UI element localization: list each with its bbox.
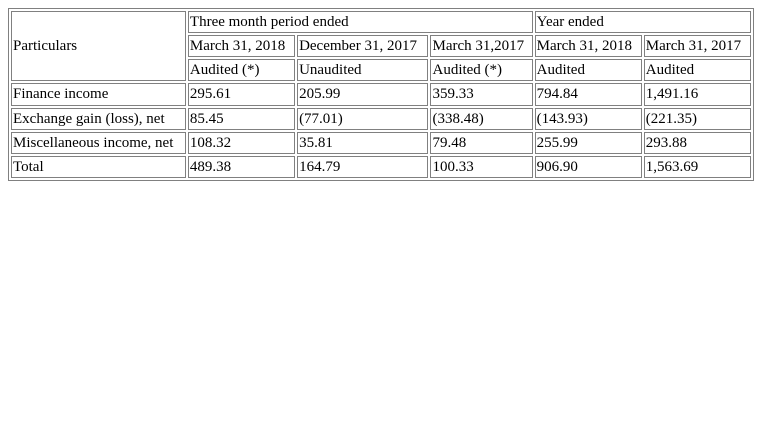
table-cell: 359.33 <box>430 83 533 106</box>
particulars-header: Particulars <box>11 11 186 82</box>
row-label: Finance income <box>11 83 186 106</box>
table-cell: 794.84 <box>534 83 642 106</box>
header-row-groups: Particulars Three month period ended Yea… <box>11 11 751 82</box>
table-cell: (143.93) <box>534 107 642 130</box>
table-cell: 906.90 <box>534 155 642 178</box>
table-row: Miscellaneous income, net 108.32 35.81 7… <box>11 131 751 154</box>
table-cell: 255.99 <box>534 131 642 154</box>
table-cell: 293.88 <box>643 131 751 154</box>
period-header: March 31, 2017 <box>643 35 751 58</box>
period-header: March 31, 2018 <box>187 35 296 58</box>
header-row-periods: March 31, 2018 December 31, 2017 March 3… <box>11 35 751 58</box>
audit-header: Unaudited <box>297 59 429 82</box>
table-cell: 35.81 <box>297 131 429 154</box>
row-label: Total <box>11 155 186 178</box>
table-row: Finance income 295.61 205.99 359.33 794.… <box>11 83 751 106</box>
period-header: March 31,2017 <box>430 35 533 58</box>
header-row-audit: Audited (*) Unaudited Audited (*) Audite… <box>11 59 751 82</box>
table-cell: 489.38 <box>187 155 296 178</box>
row-label: Miscellaneous income, net <box>11 131 186 154</box>
table-cell: 164.79 <box>297 155 429 178</box>
group-header-three-month: Three month period ended <box>187 11 533 34</box>
table-row-total: Total 489.38 164.79 100.33 906.90 1,563.… <box>11 155 751 178</box>
table-cell: 108.32 <box>187 131 296 154</box>
table-cell: 79.48 <box>430 131 533 154</box>
table-cell: 295.61 <box>187 83 296 106</box>
table-cell: 85.45 <box>187 107 296 130</box>
group-header-year-ended: Year ended <box>534 11 751 34</box>
financial-table: Particulars Three month period ended Yea… <box>8 8 754 181</box>
table-cell: 1,563.69 <box>643 155 751 178</box>
audit-header: Audited (*) <box>430 59 533 82</box>
audit-header: Audited (*) <box>187 59 296 82</box>
period-header: March 31, 2018 <box>534 35 642 58</box>
audit-header: Audited <box>534 59 642 82</box>
table-cell: 100.33 <box>430 155 533 178</box>
table-cell: (77.01) <box>297 107 429 130</box>
table-cell: 205.99 <box>297 83 429 106</box>
table-cell: 1,491.16 <box>643 83 751 106</box>
audit-header: Audited <box>643 59 751 82</box>
table-cell: (338.48) <box>430 107 533 130</box>
row-label: Exchange gain (loss), net <box>11 107 186 130</box>
table-cell: (221.35) <box>643 107 751 130</box>
period-header: December 31, 2017 <box>297 35 429 58</box>
table-row: Exchange gain (loss), net 85.45 (77.01) … <box>11 107 751 130</box>
